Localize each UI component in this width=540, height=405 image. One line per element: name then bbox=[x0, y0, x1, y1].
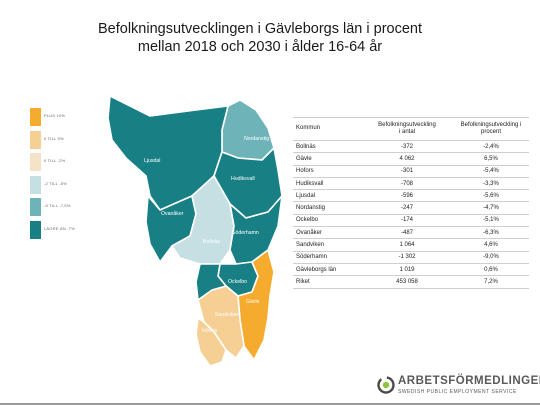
cell-procent: 7,2% bbox=[453, 275, 529, 289]
page-title: Befolkningsutvecklingen i Gävleborgs län… bbox=[0, 20, 520, 56]
table-row: Hudiksvall -708 -3,3% bbox=[293, 177, 529, 191]
map-region-nordanstig[interactable] bbox=[221, 99, 275, 161]
cell-antal: -708 bbox=[361, 177, 453, 191]
table-row: Nordanstig -247 -4,7% bbox=[293, 201, 529, 215]
map-label-hudiksvall: Hudiksvall bbox=[231, 176, 255, 182]
table-row: Gävleborgs län 1 019 0,6% bbox=[293, 263, 529, 277]
map-label-nordanstig: Nordanstig bbox=[244, 136, 269, 142]
cell-procent: 6,5% bbox=[453, 152, 529, 166]
table-row: Riket 453 058 7,2% bbox=[293, 275, 529, 289]
map-label-ljusdal: Ljusdal bbox=[144, 158, 160, 164]
cell-kommun: Bollnäs bbox=[293, 140, 361, 154]
cell-kommun: Gävleborgs län bbox=[293, 263, 361, 277]
header-kommun: Kommun bbox=[293, 117, 361, 141]
cell-antal: -247 bbox=[361, 201, 453, 215]
cell-antal: 453 058 bbox=[361, 275, 453, 289]
cell-procent: -3,3% bbox=[453, 177, 529, 191]
title-line-2: mellan 2018 och 2030 i ålder 16-64 år bbox=[137, 39, 383, 55]
cell-kommun: Sandviken bbox=[293, 238, 361, 252]
cell-procent: -4,7% bbox=[453, 201, 529, 215]
cell-kommun: Ovanåker bbox=[293, 226, 361, 240]
cell-procent: -5,6% bbox=[453, 189, 529, 203]
legend-swatch bbox=[30, 198, 41, 216]
cell-antal: -1 302 bbox=[361, 251, 453, 264]
map-label-gavle: Gävle bbox=[246, 299, 260, 305]
map-legend: PLUS 10% 0 TILL 5% 0 TILL -2% -2 TILL -5… bbox=[30, 108, 82, 243]
map-label-hofors: Hofors bbox=[202, 328, 218, 334]
legend-label: -5 TILL -7,5% bbox=[44, 203, 71, 208]
footer-divider bbox=[0, 403, 540, 405]
table-row: Ockelbo -174 -5,1% bbox=[293, 214, 529, 228]
legend-swatch bbox=[30, 130, 41, 149]
legend-label: 0 TILL -2% bbox=[44, 158, 66, 163]
cell-procent: -9,0% bbox=[453, 251, 529, 264]
legend-label: -2 TILL -5% bbox=[44, 180, 67, 186]
table-header-row: Kommun Befolkningsutveckling i antal Bef… bbox=[293, 117, 529, 141]
legend-item: -2 TILL -5% bbox=[30, 175, 82, 194]
cell-antal: -596 bbox=[361, 189, 453, 203]
table-row: Bollnäs -372 -2,4% bbox=[293, 140, 529, 154]
map-label-bollnas: Bollnäs bbox=[203, 239, 220, 245]
legend-item: PLUS 10% bbox=[30, 108, 82, 126]
legend-item: 0 TILL 5% bbox=[30, 130, 82, 149]
cell-kommun: Hudiksvall bbox=[293, 177, 361, 191]
legend-item: -5 TILL -7,5% bbox=[30, 198, 82, 216]
legend-item: LÄGRE ÄN -7% bbox=[30, 220, 82, 239]
legend-swatch bbox=[30, 220, 41, 239]
cell-kommun: Söderhamn bbox=[293, 251, 361, 264]
cell-procent: 4,6% bbox=[453, 238, 529, 252]
cell-antal: -487 bbox=[361, 226, 453, 240]
map-label-sandviken: Sandviken bbox=[215, 312, 239, 318]
map-region-hofors[interactable] bbox=[195, 317, 227, 367]
logo-subtitle: SWEDISH PUBLIC EMPLOYMENT SERVICE bbox=[398, 389, 517, 395]
legend-label: 0 TILL 5% bbox=[44, 135, 64, 141]
cell-antal: -372 bbox=[361, 140, 453, 154]
header-antal: Befolkningsutveckling i antal bbox=[361, 117, 453, 141]
map-region-west bbox=[195, 263, 227, 301]
map-region-gavle[interactable] bbox=[237, 249, 275, 361]
legend-label: LÄGRE ÄN -7% bbox=[44, 225, 75, 231]
cell-antal: -174 bbox=[361, 214, 453, 228]
legend-item: 0 TILL -2% bbox=[30, 153, 82, 171]
population-table: Kommun Befolkningsutveckling i antal Bef… bbox=[293, 117, 529, 289]
cell-kommun: Hofors bbox=[293, 165, 361, 178]
table-row: Sandviken 1 064 4,6% bbox=[293, 238, 529, 252]
map-label-soderhamn: Söderhamn bbox=[232, 230, 259, 236]
map-label-ovanaker: Ovanåker bbox=[161, 210, 184, 217]
cell-antal: 4 062 bbox=[361, 152, 453, 166]
cell-antal: 1 064 bbox=[361, 238, 453, 252]
cell-procent: -5,4% bbox=[453, 165, 529, 178]
cell-kommun: Nordanstig bbox=[293, 201, 361, 215]
header-procent: Befolkningsutveckling i procent bbox=[453, 117, 529, 141]
title-line-1: Befolkningsutvecklingen i Gävleborgs län… bbox=[97, 21, 423, 37]
legend-swatch bbox=[30, 153, 41, 171]
legend-swatch bbox=[30, 108, 41, 126]
cell-kommun: Riket bbox=[293, 275, 361, 289]
logo-name: ARBETSFÖRMEDLINGEN bbox=[398, 375, 540, 387]
cell-kommun: Ljusdal bbox=[293, 189, 361, 203]
cell-procent: -6,3% bbox=[453, 226, 529, 240]
table-row: Hofors -301 -5,4% bbox=[293, 165, 529, 178]
cell-kommun: Gävle bbox=[293, 152, 361, 166]
cell-antal: -301 bbox=[361, 165, 453, 178]
legend-label: PLUS 10% bbox=[44, 113, 66, 118]
cell-procent: -5,1% bbox=[453, 214, 529, 228]
table-row: Gävle 4 062 6,5% bbox=[293, 152, 529, 166]
map-label-ockelbo: Ockelbo bbox=[228, 279, 247, 285]
cell-antal: 1 019 bbox=[361, 263, 453, 277]
cell-procent: -2,4% bbox=[453, 140, 529, 154]
cell-kommun: Ockelbo bbox=[293, 214, 361, 228]
cell-procent: 0,6% bbox=[453, 263, 529, 277]
table-row: Ljusdal -596 -5,6% bbox=[293, 189, 529, 203]
logo-mark-icon bbox=[377, 376, 395, 394]
legend-swatch bbox=[30, 175, 41, 194]
table-row: Söderhamn -1 302 -9,0% bbox=[293, 251, 529, 264]
table-row: Ovanåker -487 -6,3% bbox=[293, 226, 529, 240]
arbetsformedlingen-logo[interactable]: ARBETSFÖRMEDLINGEN SWEDISH PUBLIC EMPLOY… bbox=[377, 372, 540, 400]
